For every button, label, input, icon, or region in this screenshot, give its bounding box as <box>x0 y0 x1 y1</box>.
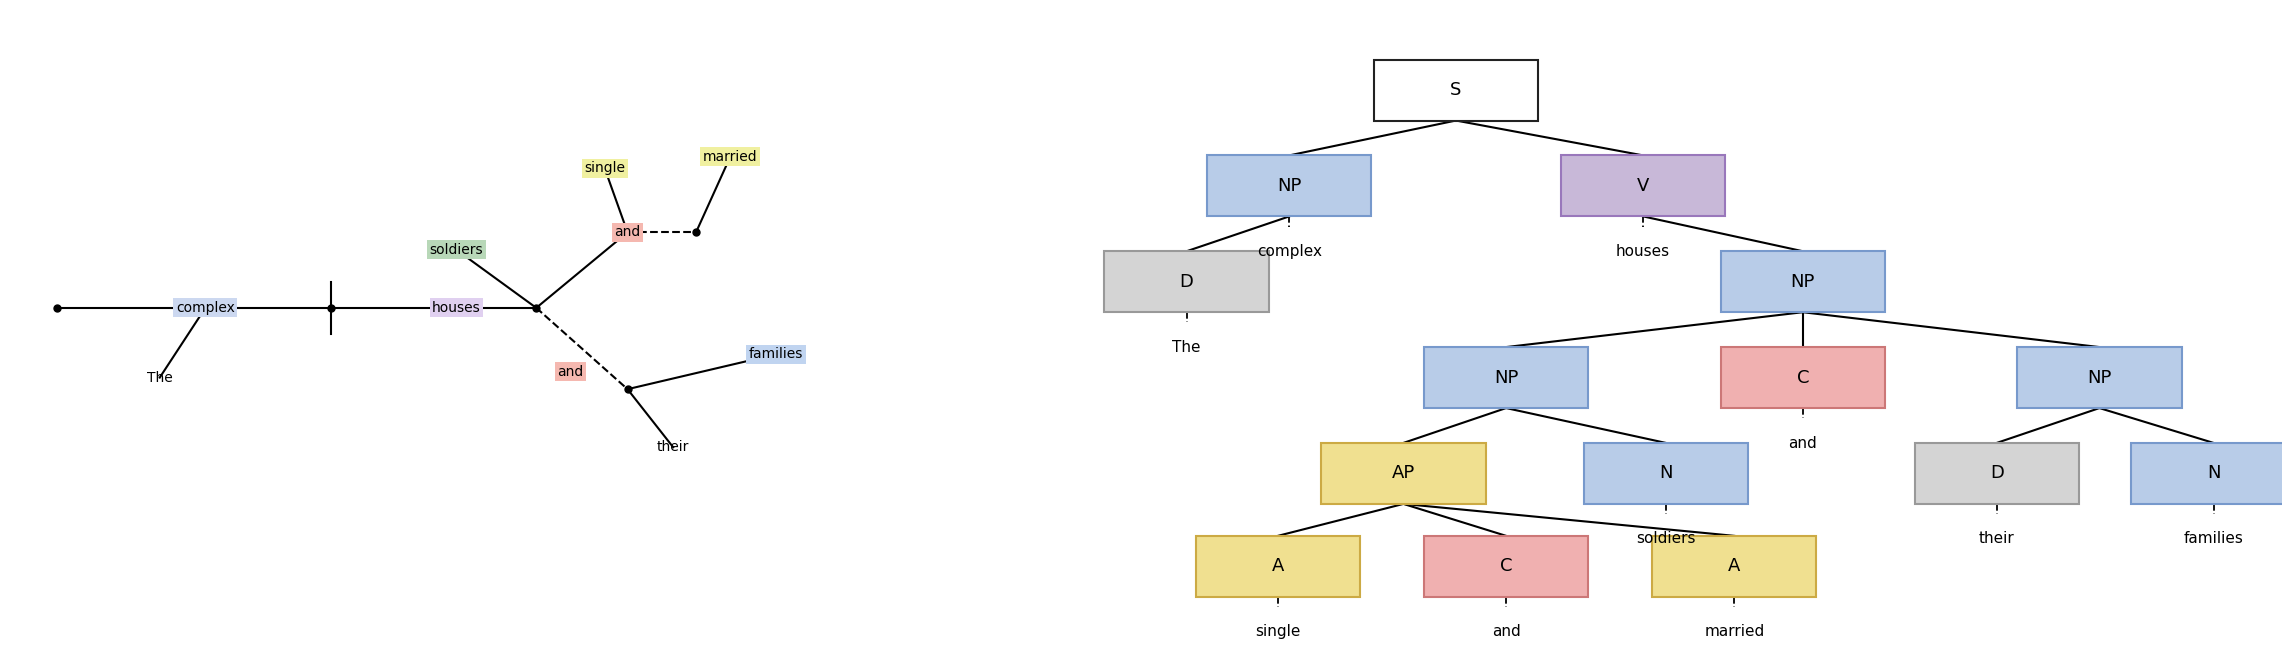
FancyBboxPatch shape <box>2017 347 2182 408</box>
Text: N: N <box>1659 464 1673 482</box>
FancyBboxPatch shape <box>1915 443 2079 504</box>
Text: and: and <box>1789 436 1816 451</box>
Text: A: A <box>1271 557 1285 575</box>
Text: A: A <box>1727 557 1741 575</box>
Text: NP: NP <box>1278 177 1301 195</box>
FancyBboxPatch shape <box>1196 536 1360 597</box>
Text: houses: houses <box>1616 244 1670 259</box>
Text: families: families <box>2184 532 2243 546</box>
Text: and: and <box>557 365 584 379</box>
Text: their: their <box>1978 532 2015 546</box>
Text: N: N <box>2207 464 2220 482</box>
FancyBboxPatch shape <box>1207 156 1371 216</box>
Text: The: The <box>146 371 173 385</box>
FancyBboxPatch shape <box>1721 347 1885 408</box>
Text: soldiers: soldiers <box>429 242 484 257</box>
Text: NP: NP <box>2088 369 2111 387</box>
FancyBboxPatch shape <box>1721 251 1885 312</box>
Text: D: D <box>1990 464 2004 482</box>
Text: AP: AP <box>1392 464 1415 482</box>
Text: married: married <box>1705 625 1764 639</box>
Text: single: single <box>1255 625 1301 639</box>
Text: S: S <box>1451 81 1460 99</box>
Text: C: C <box>1499 557 1513 575</box>
FancyBboxPatch shape <box>1374 59 1538 120</box>
Text: single: single <box>584 162 625 176</box>
Text: houses: houses <box>431 301 482 315</box>
Text: complex: complex <box>1257 244 1321 259</box>
Text: families: families <box>748 347 803 361</box>
FancyBboxPatch shape <box>1584 443 1748 504</box>
FancyBboxPatch shape <box>1652 536 1816 597</box>
FancyBboxPatch shape <box>1424 347 1588 408</box>
Text: and: and <box>1492 625 1520 639</box>
FancyBboxPatch shape <box>1561 156 1725 216</box>
Text: their: their <box>657 440 689 454</box>
Text: D: D <box>1180 273 1193 291</box>
Text: married: married <box>703 150 758 164</box>
Text: The: The <box>1173 340 1200 355</box>
Text: and: and <box>614 225 641 239</box>
FancyBboxPatch shape <box>1424 536 1588 597</box>
Text: NP: NP <box>1495 369 1518 387</box>
FancyBboxPatch shape <box>2131 443 2282 504</box>
Text: V: V <box>1636 177 1650 195</box>
FancyBboxPatch shape <box>1104 251 1269 312</box>
Text: C: C <box>1796 369 1810 387</box>
Text: complex: complex <box>176 301 235 315</box>
FancyBboxPatch shape <box>1321 443 1486 504</box>
Text: soldiers: soldiers <box>1636 532 1696 546</box>
Text: NP: NP <box>1791 273 1814 291</box>
